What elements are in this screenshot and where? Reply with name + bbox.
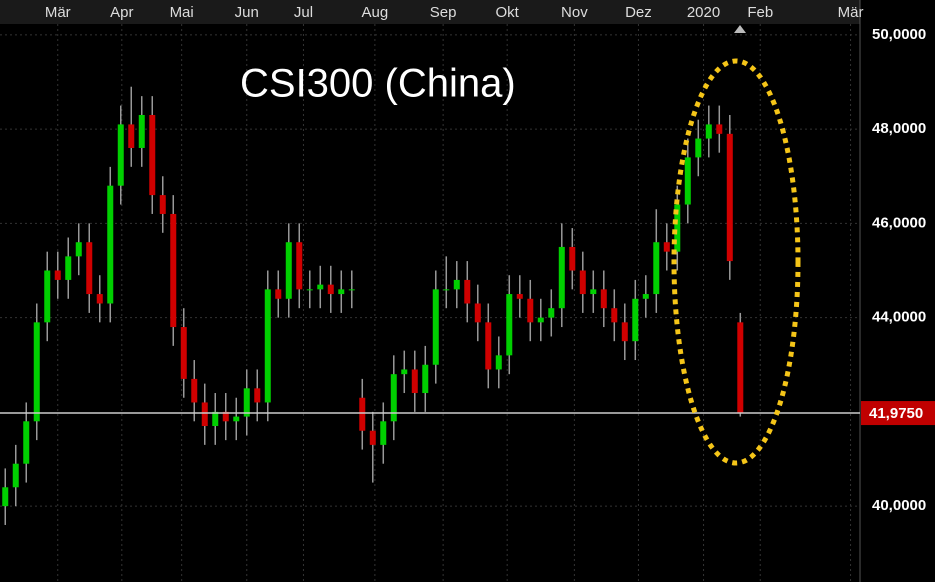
candle-body [86,242,93,295]
candle-body [632,298,639,342]
candle-body [201,402,208,427]
candle-body [474,303,481,323]
candle-body [390,374,397,422]
plot: Mär Apr Mai Jun Jul Aug Sep Okt Nov Dez 2020 Feb Mär… [0,4,935,582]
candle-body [621,322,628,342]
candle-body [464,279,471,304]
candle-body [33,322,40,422]
candle-body [516,294,523,299]
candle-body [369,430,376,445]
candle-body [170,213,177,328]
candle-body [380,421,387,445]
candle-body [275,289,282,299]
candle-body [443,289,450,291]
x-tick-label: Jul [294,4,313,21]
candle-body [411,369,418,394]
candle-body [44,270,51,323]
x-tick-label: Jun [235,4,259,21]
candle-body [75,242,82,257]
candle-body [642,294,649,299]
candle-body [12,463,19,488]
candle-body [432,289,439,365]
candle-body [737,322,744,414]
x-tick-label: Feb [747,4,773,21]
x-tick-label: Nov [561,4,588,21]
x-tick-label: Mai [170,4,194,21]
x-tick-label: 2020 [687,4,720,21]
candle-body [128,124,135,148]
y-tick-label: 40,0000 [872,497,926,514]
x-tick-label: Mär [838,4,864,21]
candle-body [296,242,303,290]
candle-body [611,308,618,323]
x-tick-label: Okt [496,4,520,21]
candle-body [506,294,513,356]
y-tick-label: 46,0000 [872,214,926,231]
candle-body [548,308,555,318]
candle-body [191,378,198,403]
candle-body [254,388,261,403]
candle-body [338,289,345,295]
highlight-ellipse [671,58,801,466]
candle-body [726,133,733,262]
candle-body [327,284,334,295]
time-axis-strip [0,0,860,24]
x-tick-label: Sep [430,4,457,21]
candle-body [317,284,324,290]
candle-body [453,279,460,290]
candle-body [579,270,586,295]
candle-body [107,185,114,304]
x-tick-label: Aug [362,4,389,21]
candle-body [705,124,712,139]
candle-body [663,242,670,252]
y-tick-label: 44,0000 [872,309,926,326]
chart-annotation: CSI300 (China) [240,62,516,106]
candle-body [264,289,271,403]
marker [734,25,746,33]
candle-body [684,157,691,205]
candle-body [422,364,429,394]
candle-body [149,114,156,196]
candle-body [233,416,240,422]
candle-body [716,124,723,134]
x-tick-label: Mär [45,4,71,21]
last-price-label: 41,9750 [869,405,923,422]
candle-body [65,256,72,280]
candle-body [527,298,534,323]
candle-body [2,487,9,507]
y-tick-label: 48,0000 [872,120,926,137]
x-tick-label: Dez [625,4,652,21]
candle-body [674,204,681,252]
candle-body [653,242,660,295]
last-price-tag [861,401,935,426]
y-tick-label: 50,0000 [872,26,926,43]
candle-body [359,397,366,431]
candle-body [138,114,145,148]
candle-body [243,388,250,417]
candle-body [569,246,576,271]
candle-body [306,289,313,291]
candle-body [285,242,292,299]
candle-body [590,289,597,295]
candle-body [212,411,219,427]
candle-body [495,355,502,370]
candle-body [695,138,702,158]
candle-body [558,246,565,309]
candle-body [401,369,408,375]
candle-body [222,411,229,422]
candle-body [600,289,607,309]
candle-body [348,289,355,291]
candle-body [23,421,30,464]
candle-body [117,124,124,186]
candle-body [96,294,103,304]
x-tick-label: Apr [110,4,133,21]
candle-body [159,195,166,214]
candle-body [485,322,492,370]
candle-body [537,317,544,323]
candle-body [180,327,187,379]
candle-body [54,270,61,280]
